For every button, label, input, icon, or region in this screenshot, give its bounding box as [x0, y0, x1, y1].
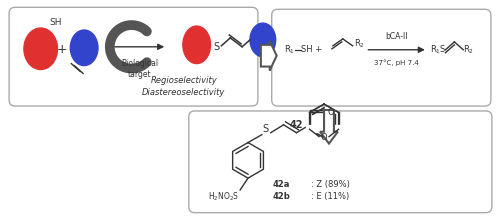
Ellipse shape [183, 26, 210, 64]
Text: Diastereoselectivity: Diastereoselectivity [142, 88, 226, 97]
Text: O: O [320, 133, 328, 142]
Ellipse shape [24, 28, 58, 70]
FancyBboxPatch shape [272, 9, 491, 106]
FancyBboxPatch shape [189, 111, 492, 213]
FancyArrow shape [320, 110, 338, 144]
FancyArrow shape [261, 41, 276, 70]
Text: 42a: 42a [272, 180, 290, 189]
Text: 42b: 42b [272, 192, 290, 201]
Text: H$_2$NO$_2$S: H$_2$NO$_2$S [208, 191, 239, 203]
Text: +: + [57, 43, 68, 56]
Text: R$_2$: R$_2$ [463, 44, 474, 56]
Text: SH +: SH + [302, 45, 322, 54]
Text: S: S [263, 124, 269, 134]
Text: R$_1$S: R$_1$S [430, 44, 446, 56]
Text: : Z (89%): : Z (89%) [310, 180, 350, 189]
Text: 42: 42 [289, 120, 302, 130]
Text: Regioselectivity: Regioselectivity [150, 76, 217, 85]
Ellipse shape [250, 23, 276, 57]
Text: : E (11%): : E (11%) [310, 192, 349, 201]
Text: SH: SH [50, 18, 62, 27]
Text: R$_1$: R$_1$ [284, 44, 294, 56]
Text: S: S [214, 42, 220, 52]
Text: Biological
target: Biological target [121, 59, 158, 79]
Text: R$_2$: R$_2$ [354, 37, 364, 50]
Text: bCA-II: bCA-II [385, 32, 407, 41]
Text: O: O [328, 108, 334, 117]
Ellipse shape [70, 30, 98, 66]
Text: 37°C, pH 7.4: 37°C, pH 7.4 [374, 60, 418, 66]
FancyBboxPatch shape [9, 7, 258, 106]
